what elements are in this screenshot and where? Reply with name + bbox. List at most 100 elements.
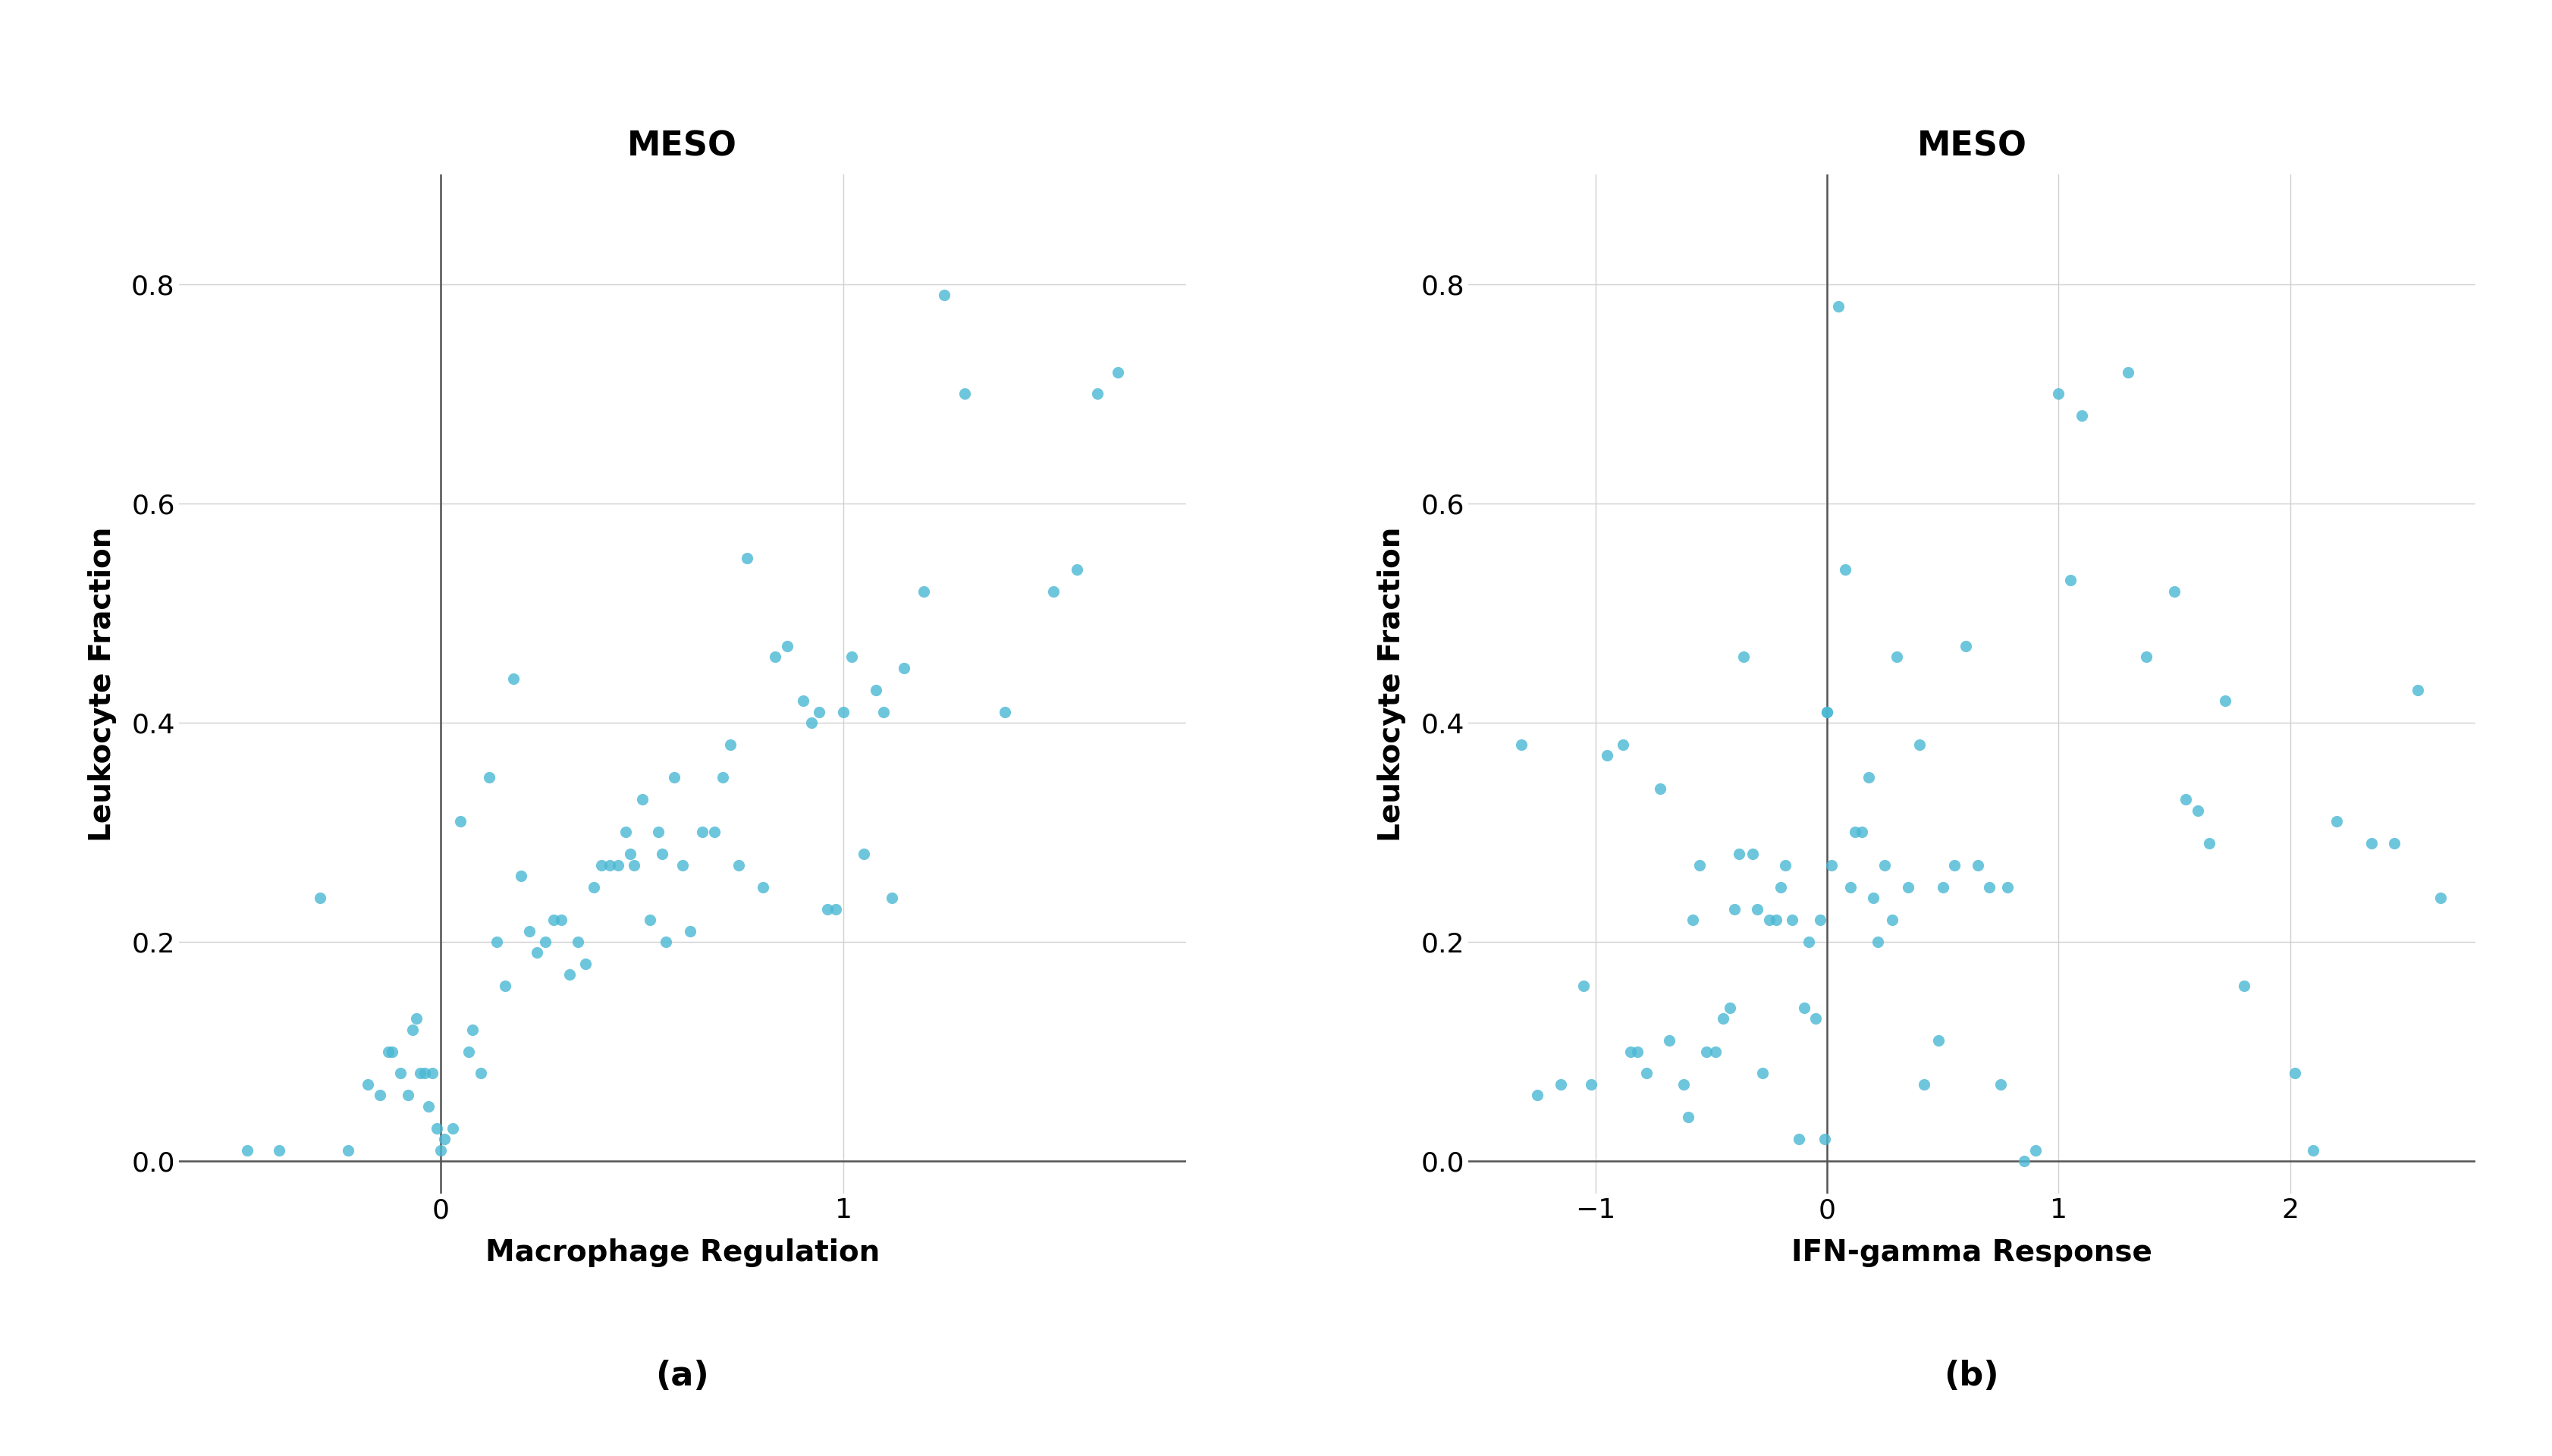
Point — [360, 1083, 401, 1107]
Point — [393, 1018, 434, 1041]
Point — [549, 962, 590, 986]
Point — [299, 887, 339, 910]
Point — [1756, 909, 1797, 932]
Point — [2419, 887, 2460, 910]
Point — [411, 1061, 452, 1085]
Point — [1843, 821, 1883, 844]
Point — [832, 645, 873, 668]
Point — [441, 810, 482, 833]
Point — [1501, 732, 1541, 756]
Point — [985, 700, 1026, 724]
Point — [1097, 360, 1138, 383]
Point — [641, 843, 681, 866]
Point — [1804, 1127, 1845, 1150]
Point — [870, 887, 911, 910]
Point — [470, 766, 510, 789]
Point — [1738, 897, 1779, 920]
Point — [646, 930, 686, 954]
Point — [421, 1139, 462, 1162]
Point — [1825, 558, 1866, 581]
Point — [1784, 996, 1825, 1019]
Point — [1807, 700, 1848, 724]
Point — [1695, 1040, 1735, 1063]
Point — [1715, 897, 1756, 920]
Point — [681, 821, 722, 844]
Text: (b): (b) — [1945, 1360, 1998, 1392]
Point — [1853, 887, 1894, 910]
Point — [597, 853, 638, 877]
Point — [1830, 875, 1871, 898]
Point — [533, 909, 574, 932]
Point — [508, 919, 549, 942]
Point — [2108, 360, 2149, 383]
Point — [1649, 1029, 1689, 1053]
Point — [493, 667, 533, 690]
Point — [500, 865, 541, 888]
Point — [2350, 831, 2391, 855]
Point — [783, 689, 824, 712]
Point — [799, 700, 840, 724]
Point — [630, 909, 671, 932]
Point — [1807, 700, 1848, 724]
Point — [1626, 1061, 1666, 1085]
Point — [1077, 383, 1118, 406]
Point — [373, 1040, 413, 1063]
Point — [1794, 1008, 1835, 1031]
Point — [1980, 1073, 2021, 1096]
Point — [824, 700, 865, 724]
Point — [416, 1117, 457, 1140]
Point — [791, 711, 832, 734]
Point — [755, 645, 796, 668]
Point — [855, 678, 896, 702]
Point — [1664, 1073, 1705, 1096]
Point — [1748, 909, 1789, 932]
Point — [388, 1083, 429, 1107]
Point — [1723, 645, 1763, 668]
Point — [842, 843, 883, 866]
Point — [2190, 831, 2230, 855]
Point — [623, 788, 664, 811]
Point — [1733, 843, 1774, 866]
Point — [2062, 405, 2103, 428]
Point — [883, 657, 924, 680]
Point — [814, 897, 855, 920]
Point — [702, 766, 743, 789]
Point — [396, 1008, 436, 1031]
Point — [610, 843, 651, 866]
Point — [605, 821, 646, 844]
Point — [2223, 974, 2264, 997]
Point — [863, 700, 903, 724]
Point — [431, 1117, 472, 1140]
Point — [449, 1040, 490, 1063]
Point — [2274, 1061, 2315, 1085]
Point — [2154, 579, 2195, 603]
Point — [564, 952, 605, 976]
Point — [1710, 996, 1751, 1019]
Point — [327, 1139, 367, 1162]
Point — [1957, 853, 1998, 877]
Point — [2003, 1149, 2044, 1172]
Point — [367, 1040, 408, 1063]
Point — [2373, 831, 2414, 855]
Point — [2205, 689, 2246, 712]
Point — [1904, 1073, 1945, 1096]
Point — [2039, 383, 2080, 406]
Point — [574, 875, 615, 898]
Point — [717, 853, 758, 877]
Point — [1799, 909, 1840, 932]
Point — [1516, 1083, 1557, 1107]
Point — [1789, 930, 1830, 954]
Point — [743, 875, 783, 898]
Point — [694, 821, 735, 844]
Point — [1610, 1040, 1651, 1063]
Point — [1702, 1008, 1743, 1031]
Point — [1871, 909, 1911, 932]
Point — [727, 546, 768, 569]
Point — [1917, 1029, 1957, 1053]
Point — [612, 853, 653, 877]
Point — [1641, 778, 1682, 801]
Point — [1618, 1040, 1659, 1063]
Point — [1922, 875, 1962, 898]
Point — [653, 766, 694, 789]
Point — [1968, 875, 2008, 898]
